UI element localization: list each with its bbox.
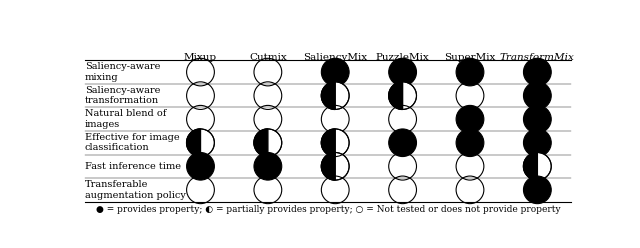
- Polygon shape: [321, 153, 335, 180]
- Text: PuzzleMix: PuzzleMix: [376, 53, 429, 62]
- Ellipse shape: [321, 153, 349, 180]
- Ellipse shape: [388, 58, 417, 86]
- Ellipse shape: [388, 129, 417, 156]
- Polygon shape: [254, 129, 268, 156]
- Ellipse shape: [524, 153, 551, 180]
- Text: Transferable
augmentation policy: Transferable augmentation policy: [85, 180, 186, 200]
- Text: SaliencyMix: SaliencyMix: [303, 53, 367, 62]
- Ellipse shape: [456, 105, 484, 133]
- Text: Cutmix: Cutmix: [249, 53, 287, 62]
- Ellipse shape: [321, 82, 349, 109]
- Ellipse shape: [254, 129, 282, 156]
- Ellipse shape: [524, 82, 551, 109]
- Ellipse shape: [187, 153, 214, 180]
- Ellipse shape: [524, 129, 551, 156]
- Polygon shape: [524, 153, 538, 180]
- Text: Natural blend of
images: Natural blend of images: [85, 110, 166, 129]
- Text: SuperMix: SuperMix: [444, 53, 495, 62]
- Text: Mixup: Mixup: [184, 53, 217, 62]
- Polygon shape: [388, 82, 403, 109]
- Ellipse shape: [187, 129, 214, 156]
- Polygon shape: [321, 129, 335, 156]
- Ellipse shape: [388, 82, 417, 109]
- Text: ● = provides property; ◐ = partially provides property; ○ = Not tested or does n: ● = provides property; ◐ = partially pro…: [96, 205, 560, 215]
- Polygon shape: [187, 129, 200, 156]
- Ellipse shape: [321, 58, 349, 86]
- Text: Saliency-aware
mixing: Saliency-aware mixing: [85, 62, 161, 82]
- Ellipse shape: [524, 176, 551, 204]
- Ellipse shape: [456, 129, 484, 156]
- Ellipse shape: [254, 153, 282, 180]
- Ellipse shape: [321, 129, 349, 156]
- Ellipse shape: [524, 105, 551, 133]
- Text: Saliency-aware
transformation: Saliency-aware transformation: [85, 86, 161, 105]
- Text: Effective for image
classification: Effective for image classification: [85, 133, 180, 153]
- Text: TransformMix: TransformMix: [500, 53, 575, 62]
- Ellipse shape: [456, 58, 484, 86]
- Polygon shape: [321, 82, 335, 109]
- Text: Fast inference time: Fast inference time: [85, 162, 181, 171]
- Ellipse shape: [524, 58, 551, 86]
